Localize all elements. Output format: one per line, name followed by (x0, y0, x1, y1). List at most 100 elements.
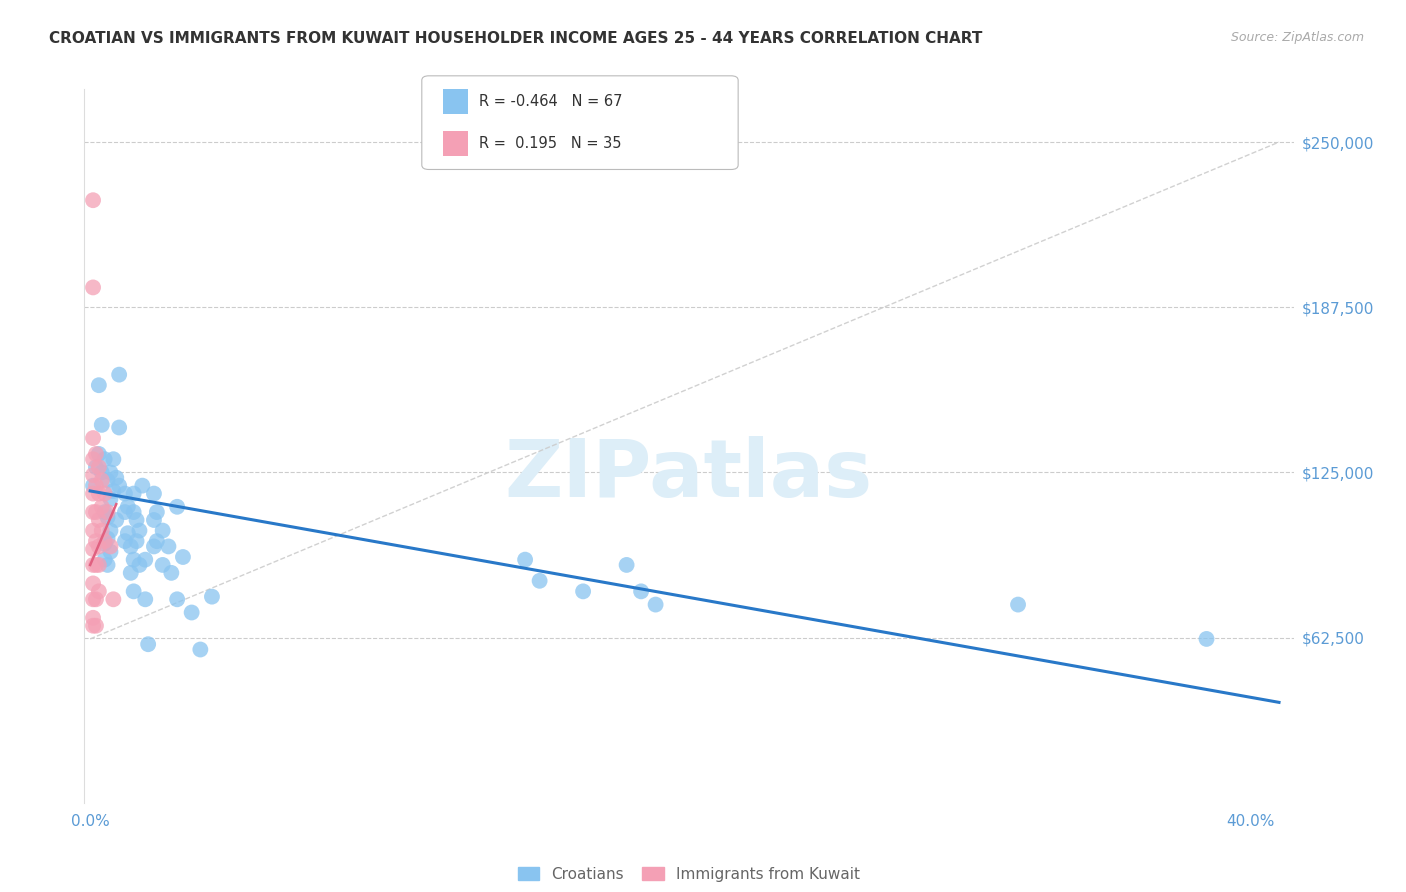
Point (82, 542, 104, 557)
Point (572, 584, 595, 599)
Point (93, 452, 115, 467)
Point (172, 549, 194, 564)
Point (82, 618, 104, 632)
Point (82, 611, 104, 625)
Point (100, 466, 122, 480)
Legend: Croatians, Immigrants from Kuwait: Croatians, Immigrants from Kuwait (512, 861, 866, 888)
Point (114, 486, 136, 500)
Point (131, 478, 153, 492)
Point (93, 505, 115, 519)
Point (82, 280, 104, 294)
Point (108, 420, 131, 434)
Point (160, 566, 183, 580)
Text: ZIPatlas: ZIPatlas (505, 435, 873, 514)
Point (105, 513, 128, 527)
Point (134, 552, 156, 566)
Point (93, 537, 115, 551)
Point (166, 500, 188, 514)
Point (630, 584, 652, 599)
Point (152, 524, 174, 538)
Point (180, 606, 202, 620)
Point (82, 468, 104, 483)
Point (108, 478, 131, 492)
Point (90, 500, 112, 514)
Point (82, 576, 104, 591)
Point (122, 505, 145, 519)
Point (122, 486, 145, 500)
Point (103, 592, 125, 607)
Point (134, 592, 156, 607)
Text: CROATIAN VS IMMIGRANTS FROM KUWAIT HOUSEHOLDER INCOME AGES 25 - 44 YEARS CORRELA: CROATIAN VS IMMIGRANTS FROM KUWAIT HOUSE… (49, 31, 983, 46)
Point (103, 483, 125, 498)
Point (125, 534, 148, 549)
Point (90, 524, 112, 538)
Point (120, 566, 142, 580)
Point (122, 552, 145, 566)
Point (125, 513, 148, 527)
Point (84, 534, 107, 549)
Point (84, 505, 107, 519)
Point (93, 534, 115, 549)
Point (87, 540, 110, 554)
Point (82, 478, 104, 492)
Point (82, 452, 104, 467)
Point (82, 558, 104, 572)
Point (142, 513, 165, 527)
Point (87, 378, 110, 392)
Point (120, 540, 142, 554)
Point (96, 532, 118, 546)
Point (114, 505, 136, 519)
Point (96, 505, 118, 519)
Point (82, 431, 104, 445)
Point (644, 598, 666, 612)
Point (93, 552, 115, 566)
Point (117, 500, 139, 514)
Point (529, 574, 551, 588)
Point (166, 592, 188, 607)
Point (82, 524, 104, 538)
Point (146, 505, 169, 519)
Text: R =  0.195   N = 35: R = 0.195 N = 35 (479, 136, 621, 151)
Point (82, 592, 104, 607)
Point (87, 486, 110, 500)
Point (146, 534, 169, 549)
Point (114, 534, 136, 549)
Point (90, 466, 112, 480)
Point (87, 558, 110, 572)
Point (96, 510, 118, 524)
Point (100, 540, 122, 554)
Point (117, 526, 139, 541)
Point (100, 491, 122, 506)
Point (136, 637, 159, 651)
Point (84, 460, 107, 475)
Point (128, 524, 150, 538)
Point (142, 486, 165, 500)
Point (87, 447, 110, 461)
Point (201, 590, 224, 604)
Point (90, 417, 112, 432)
Point (105, 471, 128, 485)
Text: R = -0.464   N = 67: R = -0.464 N = 67 (479, 95, 623, 109)
Point (84, 618, 107, 632)
Point (616, 558, 638, 572)
Point (90, 474, 112, 488)
Point (103, 452, 125, 467)
Point (1195, 632, 1218, 646)
Point (157, 540, 180, 554)
Point (100, 524, 122, 538)
Text: Source: ZipAtlas.com: Source: ZipAtlas.com (1230, 31, 1364, 45)
Point (142, 540, 165, 554)
Point (87, 460, 110, 475)
Point (128, 558, 150, 572)
Point (87, 513, 110, 527)
Point (152, 558, 174, 572)
Point (82, 486, 104, 500)
Point (82, 505, 104, 519)
Point (93, 486, 115, 500)
Point (84, 478, 107, 492)
Point (84, 447, 107, 461)
Point (84, 558, 107, 572)
Point (513, 552, 536, 566)
Point (122, 584, 145, 599)
Point (84, 592, 107, 607)
